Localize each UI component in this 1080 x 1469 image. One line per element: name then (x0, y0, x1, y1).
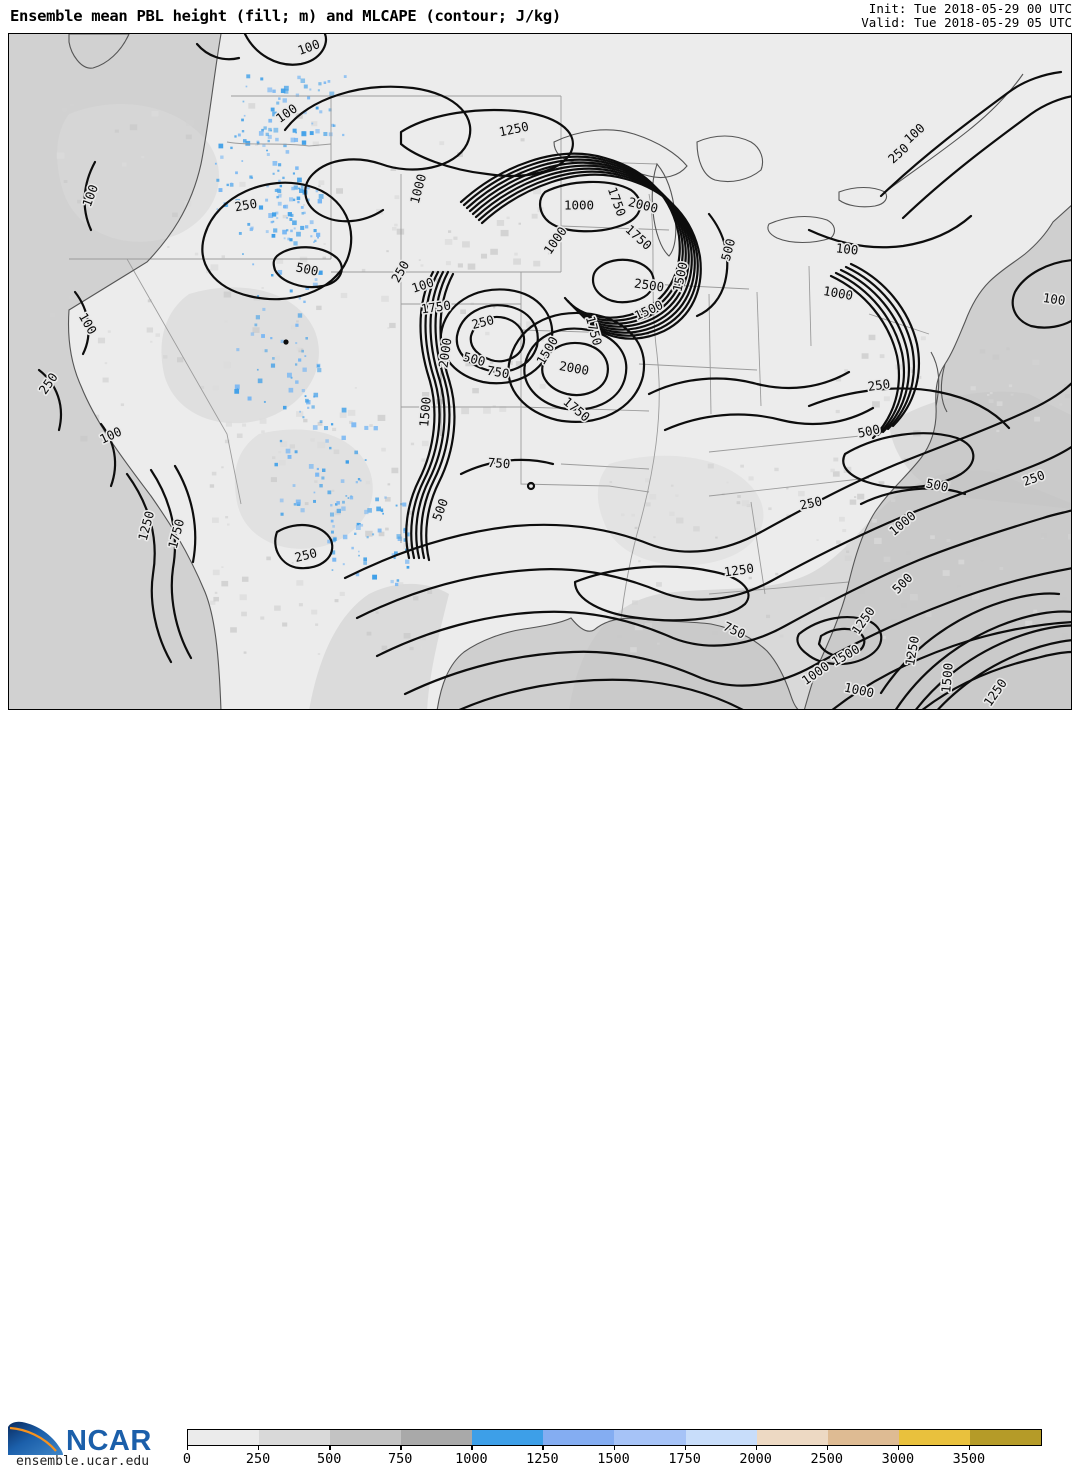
colorbar-tick (897, 1445, 900, 1450)
colorbar-tick (329, 1445, 331, 1450)
map-title: Ensemble mean PBL height (fill; m) and M… (10, 7, 561, 25)
contour-label: 1500 (938, 662, 956, 693)
contour-label: 250 (470, 312, 496, 332)
contour-label: 500 (461, 349, 487, 369)
colorbar-tick (968, 1445, 971, 1450)
contour-label: 1500 (416, 396, 434, 427)
contour-label: 1000 (822, 283, 854, 303)
contour-label: 250 (867, 376, 891, 394)
contour-label: 2000 (435, 337, 454, 369)
colorbar-segment (472, 1430, 544, 1445)
colorbar-segment (756, 1430, 828, 1445)
colorbar-tick-label: 250 (245, 1451, 271, 1467)
gulf-atlantic-ocean (437, 205, 1071, 709)
contour-label: 750 (487, 455, 511, 472)
colorbar-segment (969, 1430, 1041, 1445)
contour-label: 1250 (723, 560, 755, 579)
colorbar-segment (401, 1430, 473, 1445)
mlcape-contours (37, 34, 1071, 709)
colorbar-ticks (187, 1445, 1040, 1450)
colorbar-tick (400, 1445, 402, 1450)
colorbar-tick-label: 3500 (952, 1451, 986, 1467)
footer-bar: NCAR ensemble.ucar.edu 0 250 500 750 1000 125… (0, 710, 1080, 1469)
colorbar-tick-label: 0 (182, 1451, 192, 1467)
colorbar-labels: 0 250 500 750 1000 1250 1500 1750 2000 2500 3000 35… (183, 1451, 1080, 1467)
colorbar-segment (827, 1430, 899, 1445)
contour-label: 500 (925, 475, 950, 494)
contour-label: 1000 (564, 198, 594, 213)
weather-map: 100 100 100 250 100 250 500 100 1000 1250 1000 1000… (8, 33, 1072, 710)
colorbar-segment (188, 1430, 260, 1445)
valid-time: Valid: Tue 2018-05-29 05 UTC (861, 15, 1072, 30)
colorbar-tick-label: 500 (316, 1451, 342, 1467)
colorbar-tick-label: 750 (388, 1451, 413, 1467)
colorbar-tick-label: 1500 (597, 1451, 630, 1467)
contour-label: 1750 (605, 185, 629, 218)
header-bar: Ensemble mean PBL height (fill; m) and M… (0, 0, 1080, 33)
contour-label: 500 (856, 421, 881, 440)
colorbar-tick (471, 1445, 473, 1450)
contour-label: 2000 (558, 358, 590, 378)
colorbar-segment (543, 1430, 615, 1445)
ncar-logo: NCAR (8, 1421, 152, 1455)
fill-washes (57, 104, 1071, 709)
pbl-colorbar (187, 1429, 1042, 1446)
contour-label: 250 (233, 196, 258, 215)
contour-label: 750 (486, 363, 511, 382)
coastlines (68, 34, 1071, 709)
run-times: Init: Tue 2018-05-29 00 UTC Valid: Tue 2… (861, 2, 1072, 30)
colorbar-tick-label: 2000 (739, 1451, 772, 1467)
contour-label: 1750 (560, 394, 593, 425)
contour-label: 1000 (407, 172, 429, 205)
colorbar-tick (755, 1445, 758, 1450)
contour-label: 500 (295, 259, 320, 278)
colorbar-segment (685, 1430, 757, 1445)
colorbar-tick-label: 3000 (881, 1451, 915, 1467)
contour-label: 250 (293, 545, 319, 565)
colorbar-tick-label: 1750 (668, 1451, 701, 1467)
contour-label: 100 (901, 120, 928, 146)
colorbar-tick (187, 1445, 189, 1450)
init-time: Init: Tue 2018-05-29 00 UTC (868, 1, 1072, 16)
contour-label: 250 (798, 493, 823, 512)
contour-label: 2000 (627, 194, 660, 216)
contour-label: 1250 (902, 635, 922, 667)
contour-label: 100 (835, 240, 859, 257)
colorbar-segment (259, 1430, 331, 1445)
colorbar-tick-label: 1250 (526, 1451, 559, 1467)
contour-label: 100 (410, 274, 436, 295)
colorbar-segment (330, 1430, 402, 1445)
colorbar-segment (614, 1430, 686, 1445)
colorbar-tick (613, 1445, 615, 1450)
colorbar-tick (826, 1445, 829, 1450)
colorbar-tick-label: 1000 (455, 1451, 488, 1467)
colorbar-tick (684, 1445, 686, 1450)
colorbar-tick (542, 1445, 544, 1450)
map-canvas: 100 100 100 250 100 250 500 100 1000 1250 1000 1000… (9, 34, 1071, 709)
site-url: ensemble.ucar.edu (16, 1454, 150, 1469)
colorbar-tick (258, 1445, 260, 1450)
contour-label: 1250 (498, 119, 531, 140)
contour-label: 500 (718, 237, 738, 263)
contour-label: 1750 (622, 222, 654, 253)
colorbar-segment (898, 1430, 970, 1445)
contour-label: 100 (76, 310, 100, 337)
contour-label: 100 (1042, 290, 1066, 308)
contour-label: 1750 (420, 297, 452, 316)
ncar-logo-text: NCAR (66, 1425, 152, 1455)
colorbar-tick-label: 2500 (810, 1451, 844, 1467)
contour-label: 2500 (633, 275, 665, 294)
